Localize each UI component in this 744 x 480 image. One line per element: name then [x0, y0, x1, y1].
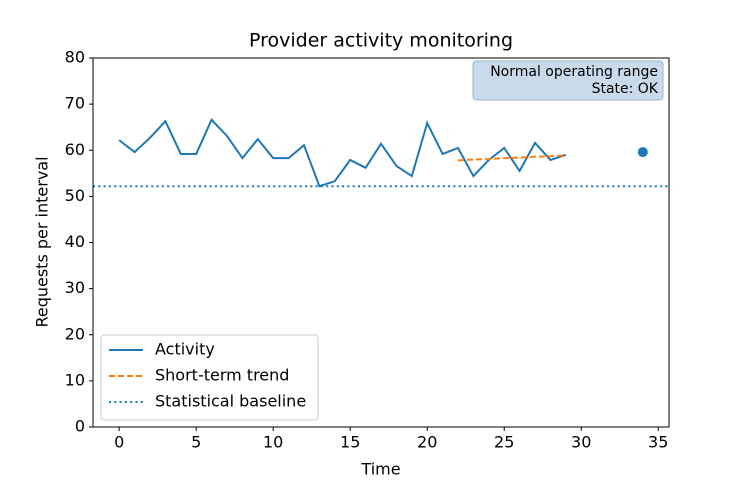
- y-tick-label: 20: [65, 324, 85, 343]
- y-tick-label: 10: [65, 370, 85, 389]
- x-tick-label: 20: [417, 433, 437, 452]
- x-tick-label: 15: [340, 433, 360, 452]
- x-tick-label: 10: [263, 433, 283, 452]
- series-line: [118, 118, 567, 188]
- x-tick-label: 35: [648, 433, 668, 452]
- annotation-box: [472, 60, 664, 101]
- y-tick-label: 40: [65, 232, 85, 251]
- y-tick-label: 30: [65, 278, 85, 297]
- axes-frame: [92, 57, 670, 428]
- legend-label: Statistical baseline: [155, 392, 306, 411]
- y-tick-label: 80: [65, 48, 85, 67]
- legend-label: Activity: [155, 340, 215, 359]
- y-tick-label: 60: [65, 140, 85, 159]
- marker-point: [637, 147, 648, 158]
- y-tick-label: 50: [65, 186, 85, 205]
- x-tick-label: 5: [191, 433, 201, 452]
- y-tick-label: 70: [65, 94, 85, 113]
- annotation-text: State: OK: [592, 81, 659, 97]
- y-tick-label: 0: [75, 417, 85, 436]
- y-axis-label: Requests per interval: [33, 156, 52, 327]
- annotation-text: Normal operating range: [490, 64, 658, 80]
- x-axis-label: Time: [360, 460, 400, 479]
- x-tick-label: 0: [114, 433, 124, 452]
- x-tick-label: 25: [494, 433, 514, 452]
- chart-title: Provider activity monitoring: [249, 30, 513, 52]
- legend-label: Short-term trend: [155, 366, 289, 385]
- x-tick-label: 30: [571, 433, 591, 452]
- legend-box: [100, 334, 319, 421]
